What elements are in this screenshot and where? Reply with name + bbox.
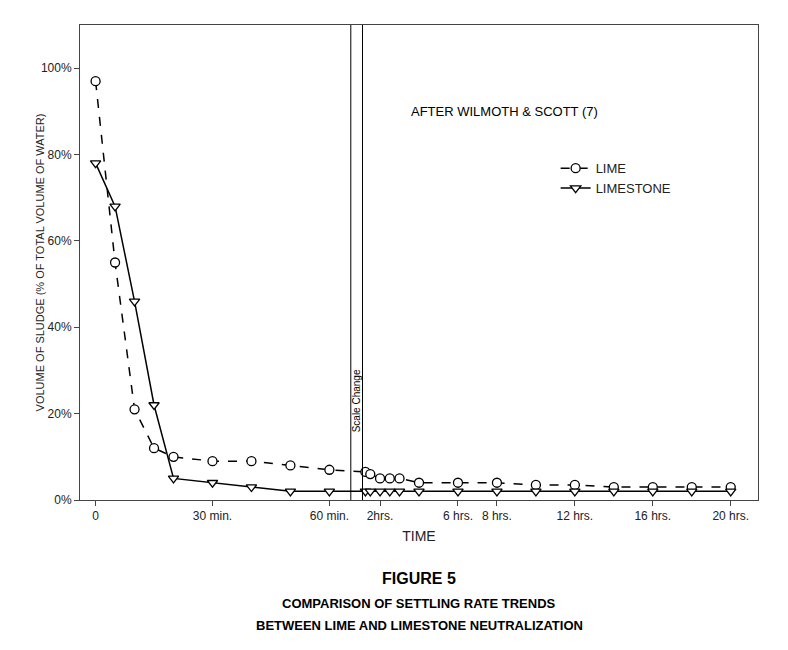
svg-text:LIME: LIME xyxy=(596,161,627,176)
svg-text:60%: 60% xyxy=(48,234,72,248)
svg-text:6 hrs.: 6 hrs. xyxy=(443,509,473,523)
svg-text:0: 0 xyxy=(92,509,99,523)
svg-text:60 min.: 60 min. xyxy=(310,509,349,523)
svg-text:30 min.: 30 min. xyxy=(193,509,232,523)
svg-text:20%: 20% xyxy=(48,407,72,421)
svg-text:LIMESTONE: LIMESTONE xyxy=(596,181,671,196)
svg-text:20 hrs.: 20 hrs. xyxy=(712,509,749,523)
svg-text:0%: 0% xyxy=(54,493,72,507)
svg-text:2hrs.: 2hrs. xyxy=(367,509,394,523)
svg-text:BETWEEN LIME AND LIMESTONE NEU: BETWEEN LIME AND LIMESTONE NEUTRALIZATIO… xyxy=(256,618,583,633)
svg-text:TIME: TIME xyxy=(402,528,435,544)
svg-text:16 hrs.: 16 hrs. xyxy=(634,509,671,523)
svg-text:40%: 40% xyxy=(48,320,72,334)
svg-text:Scale Change: Scale Change xyxy=(351,369,362,432)
svg-text:80%: 80% xyxy=(48,148,72,162)
svg-text:12 hrs.: 12 hrs. xyxy=(557,509,594,523)
svg-text:FIGURE 5: FIGURE 5 xyxy=(382,570,456,587)
svg-text:100%: 100% xyxy=(41,61,72,75)
svg-text:AFTER WILMOTH & SCOTT (7): AFTER WILMOTH & SCOTT (7) xyxy=(411,104,598,119)
svg-text:VOLUME OF SLUDGE (% OF TOTAL V: VOLUME OF SLUDGE (% OF TOTAL VOLUME OF W… xyxy=(34,114,46,412)
svg-text:8 hrs.: 8 hrs. xyxy=(482,509,512,523)
svg-text:COMPARISON OF SETTLING RATE TR: COMPARISON OF SETTLING RATE TRENDS xyxy=(282,596,556,611)
